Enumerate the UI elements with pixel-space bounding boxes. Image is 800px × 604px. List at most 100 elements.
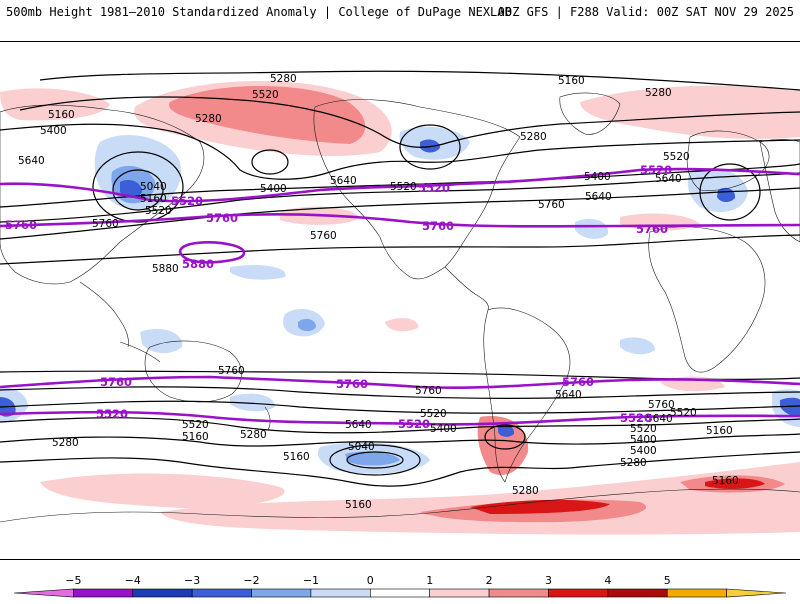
closed-contour bbox=[346, 451, 404, 469]
colorbar-tick-label: 4 bbox=[604, 574, 611, 587]
anomaly-map: 5280 5160 5280 5520 5160 5280 5400 5640 … bbox=[0, 41, 800, 560]
closed-contour bbox=[251, 149, 289, 175]
colorbar-tick-label: 3 bbox=[545, 574, 552, 587]
antarctica-outline bbox=[0, 488, 800, 523]
contour-label: 5040 bbox=[140, 181, 167, 193]
contour-label: 5520 bbox=[670, 407, 697, 419]
anomaly-pos-strong bbox=[470, 499, 610, 514]
contour-label: 5760 bbox=[336, 377, 368, 391]
contour-label: 5640 bbox=[345, 419, 372, 431]
colorbar-swatch bbox=[726, 588, 787, 598]
contour-label: 5160 bbox=[48, 109, 75, 121]
contour-label: 5520 bbox=[171, 194, 203, 208]
central-america-outline bbox=[444, 266, 489, 311]
contour-label: 5520 bbox=[182, 419, 209, 431]
contour-label: 5760 bbox=[5, 218, 37, 232]
contour-label: 5760 bbox=[310, 230, 337, 242]
contour-label: 5880 bbox=[152, 263, 179, 275]
closed-contour bbox=[112, 169, 164, 211]
contour-label: 5400 bbox=[584, 171, 611, 183]
colorbar-swatch bbox=[132, 588, 193, 598]
colorbar-swatch bbox=[13, 588, 74, 598]
contour-line bbox=[0, 386, 800, 399]
contour-label: 5520 bbox=[252, 89, 279, 101]
colorbar-swatch bbox=[488, 588, 549, 598]
contour-line bbox=[0, 123, 800, 180]
contour-label: 5160 bbox=[140, 193, 167, 205]
contour-line bbox=[39, 70, 800, 91]
colorbar-swatch bbox=[429, 588, 490, 598]
contour-line bbox=[0, 234, 800, 265]
contour-label: 5280 bbox=[240, 429, 267, 441]
contour-label: 5160 bbox=[706, 425, 733, 437]
colorbar-tick-labels: −5 −4 −3 −2 −1 0 1 2 3 4 5 bbox=[65, 574, 670, 587]
contour-label: 5160 bbox=[283, 451, 310, 463]
colorbar-swatch bbox=[310, 588, 371, 598]
contour-label: 5520 bbox=[640, 163, 672, 177]
contour-label: 5520 bbox=[620, 411, 652, 425]
closed-contour bbox=[329, 444, 421, 476]
contour-label: 5520 bbox=[663, 151, 690, 163]
closed-contour bbox=[399, 124, 461, 170]
purple-contour-5520-nh bbox=[0, 167, 800, 203]
map-title: 500mb Height 1981–2010 Standardized Anom… bbox=[6, 5, 512, 19]
colorbar-tick-label: 1 bbox=[426, 574, 433, 587]
anomaly-pos-light bbox=[385, 318, 419, 332]
contour-label: 5400 bbox=[630, 445, 657, 457]
contour-label: 5760 bbox=[422, 219, 454, 233]
contour-line bbox=[0, 187, 800, 240]
contour-label: 5040 bbox=[348, 441, 375, 453]
colorbar-swatch bbox=[73, 588, 134, 598]
purple-contour-5760-nh bbox=[0, 212, 800, 228]
contour-label: 5760 bbox=[218, 365, 245, 377]
contour-line bbox=[0, 417, 800, 434]
southeast-asia-outline bbox=[79, 281, 161, 363]
colorbar-tick-label: −2 bbox=[243, 574, 259, 587]
contour-label: 5400 bbox=[40, 125, 67, 137]
colorbar-tick-label: −3 bbox=[184, 574, 200, 587]
contour-label: 5760 bbox=[100, 375, 132, 389]
contour-line bbox=[0, 433, 800, 447]
colorbar-swatch bbox=[548, 588, 609, 598]
contour-label: 5640 bbox=[18, 155, 45, 167]
anomaly-neg-strong bbox=[120, 180, 142, 198]
colorbar-tick-label: 0 bbox=[367, 574, 374, 587]
contour-label: 5280 bbox=[270, 73, 297, 85]
anomaly-neg-strong bbox=[780, 397, 800, 417]
colorbar-tick-label: −4 bbox=[125, 574, 141, 587]
north-america-outline bbox=[313, 99, 521, 280]
anomaly-neg-mid bbox=[298, 318, 316, 332]
anomaly-neg-light bbox=[575, 218, 609, 239]
colorbar-swatch bbox=[191, 588, 252, 598]
contour-label: 5400 bbox=[260, 183, 287, 195]
contour-label: 5280 bbox=[620, 457, 647, 469]
contour-line bbox=[0, 400, 800, 414]
anomaly-pos-light bbox=[580, 85, 800, 139]
contour-label: 5400 bbox=[430, 423, 457, 435]
contour-label: 5160 bbox=[712, 475, 739, 487]
colorbar-swatch bbox=[607, 588, 668, 598]
contour-label: 5760 bbox=[648, 399, 675, 411]
coastlines bbox=[0, 92, 800, 523]
contour-label: 5400 bbox=[630, 434, 657, 446]
contour-label: 5640 bbox=[655, 173, 682, 185]
colorbar-swatch bbox=[666, 588, 727, 598]
contour-label: 5160 bbox=[345, 499, 372, 511]
contour-line bbox=[0, 172, 800, 223]
colorbar-swatch bbox=[370, 588, 430, 598]
contour-label: 5640 bbox=[555, 389, 582, 401]
purple-contour-5760-sh bbox=[0, 375, 800, 389]
colorbar-swatch bbox=[251, 588, 312, 598]
purple-contour-5880-nh bbox=[178, 241, 246, 264]
south-america-outline bbox=[483, 307, 571, 483]
purple-contour-5520-sh bbox=[0, 410, 800, 426]
map-canvas: 5280 5160 5280 5520 5160 5280 5400 5640 … bbox=[0, 70, 800, 535]
contour-label: 5280 bbox=[520, 131, 547, 143]
contour-label: 5280 bbox=[512, 485, 539, 497]
contour-label: 5280 bbox=[52, 437, 79, 449]
anomaly-colorbar: −5 −4 −3 −2 −1 0 1 2 3 4 5 bbox=[0, 572, 800, 600]
black-contour-labels: 5280 5160 5280 5520 5160 5280 5400 5640 … bbox=[18, 73, 739, 511]
anomaly-pos-light bbox=[40, 473, 285, 509]
greenland-outline bbox=[559, 92, 621, 135]
anomaly-pos-mid bbox=[169, 85, 366, 144]
